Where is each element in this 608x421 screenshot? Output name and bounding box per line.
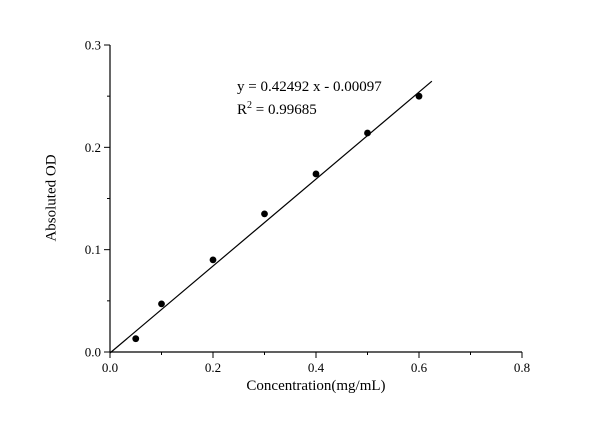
x-tick-label: 0.0 (102, 360, 118, 375)
x-tick-label: 0.6 (411, 360, 428, 375)
fit-line (109, 80, 433, 354)
r-squared-base: R (237, 102, 248, 118)
data-point (209, 256, 217, 264)
r-squared-exponent: 2 (247, 100, 253, 111)
x-tick-label: 0.2 (205, 360, 221, 375)
data-point (261, 210, 268, 218)
data-point (158, 300, 165, 308)
y-tick-label: 0.3 (85, 38, 101, 53)
data-point (312, 170, 320, 178)
data-point (132, 335, 140, 343)
fit-annotation: y = 0.42492 x - 0.00097 R2 = 0.99685 (237, 76, 382, 122)
y-tick-label: 0.0 (85, 345, 101, 360)
data-point (415, 92, 423, 100)
r-squared-text: R2 = 0.99685 (237, 99, 382, 122)
y-tick-label: 0.1 (85, 242, 101, 257)
y-tick-label: 0.2 (85, 140, 101, 155)
y-axis-label: Absoluted OD (43, 154, 60, 242)
fit-equation-text: y = 0.42492 x - 0.00097 (237, 79, 382, 95)
data-point (364, 129, 371, 137)
x-tick-label: 0.8 (514, 360, 530, 375)
r-squared-value: = 0.99685 (252, 102, 317, 118)
x-axis-label: Concentration(mg/mL) (246, 378, 386, 394)
x-tick-label: 0.4 (308, 360, 325, 375)
